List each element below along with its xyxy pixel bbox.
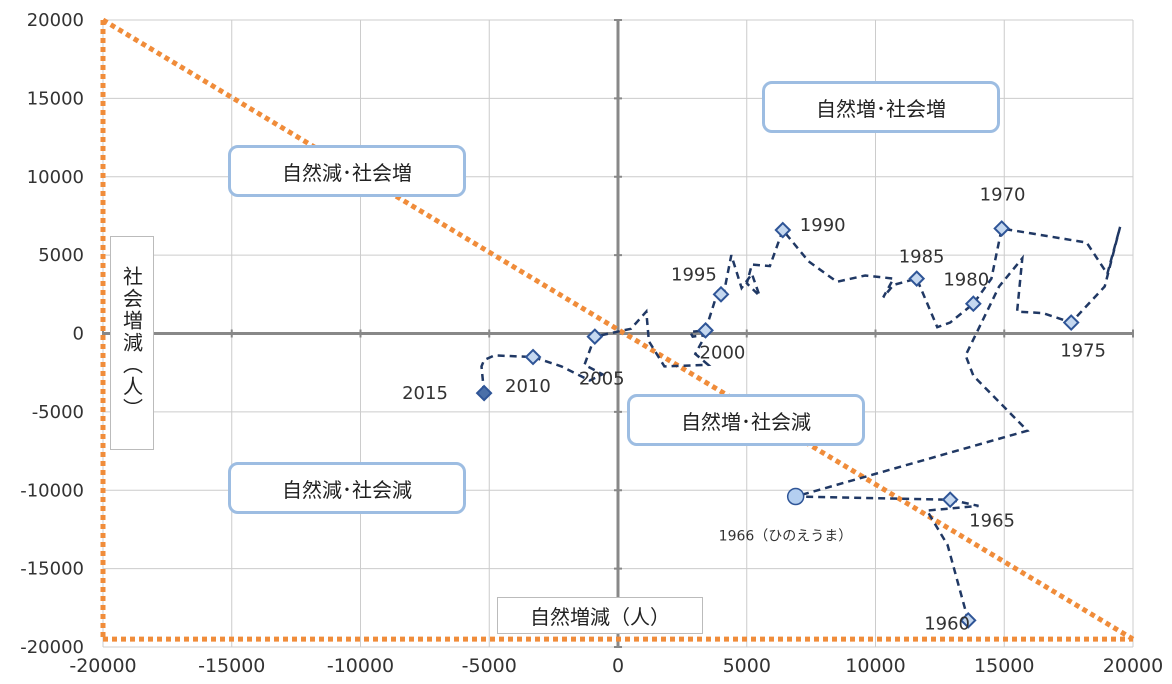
y-tick-labels: -20000 -15000 -10000 -5000 0 5000 10000 15000 20… — [20, 10, 84, 658]
marker-1966 — [786, 487, 805, 506]
marker-1960 — [959, 611, 977, 629]
marker-2005 — [586, 328, 604, 346]
y-tick-label: 5000 — [38, 245, 84, 266]
quadrant-label-top-right: 自然増･社会増 — [762, 81, 1000, 133]
point-label-2015: 2015 — [402, 383, 448, 404]
x-tick-label: -20000 — [69, 655, 136, 677]
point-label-2000: 2000 — [700, 342, 746, 363]
reference-line — [100, 17, 1135, 642]
marker-1970 — [993, 220, 1011, 237]
y-tick-label: -10000 — [20, 480, 84, 501]
y-tick-label: 10000 — [27, 167, 84, 188]
x-axis-label: 自然増減（人） — [497, 597, 703, 634]
x-tick-label: 5000 — [723, 655, 771, 677]
point-label-1970: 1970 — [980, 184, 1026, 205]
point-label-1985: 1985 — [899, 247, 945, 268]
x-tick-label: -15000 — [198, 655, 265, 677]
series-line — [480, 226, 1122, 621]
zero-axes — [102, 19, 1134, 648]
x-tick-label: -10000 — [327, 655, 394, 677]
point-label-1990: 1990 — [800, 215, 846, 236]
quadrant-label-bottom-left: 自然減･社会減 — [228, 462, 466, 514]
point-label-2010: 2010 — [505, 376, 551, 397]
marker-1975 — [1062, 314, 1080, 331]
y-tick-label: 0 — [73, 324, 84, 345]
point-markers — [475, 220, 1080, 629]
marker-1985 — [908, 270, 926, 288]
diagonal-reference-line — [101, 17, 1135, 642]
x-tick-label: -5000 — [462, 655, 517, 677]
x-tick-label: 10000 — [845, 655, 905, 677]
y-axis-label: 社会増減（人） — [110, 236, 154, 450]
marker-1965 — [941, 491, 959, 509]
point-label-1966: 1966（ひのえうま） — [719, 529, 853, 545]
quadrant-label-top-left: 自然減･社会増 — [228, 145, 466, 197]
y-tick-label: -15000 — [20, 559, 84, 580]
y-tick-label: 15000 — [27, 88, 84, 109]
series-path — [480, 226, 1122, 621]
y-tick-label: -20000 — [20, 637, 84, 658]
marker-1995 — [712, 285, 730, 303]
quadrant-label-bottom-right: 自然増･社会減 — [627, 394, 865, 446]
x-tick-label: 0 — [612, 655, 624, 677]
y-tick-label: 20000 — [27, 10, 84, 31]
x-tick-labels: -20000 -15000 -10000 -5000 0 5000 10000 15000 20… — [69, 655, 1163, 677]
point-label-1975: 1975 — [1060, 341, 1106, 362]
marker-2000 — [697, 321, 714, 339]
marker-1990 — [774, 221, 792, 239]
point-label-1995: 1995 — [671, 264, 717, 285]
marker-2010 — [524, 348, 542, 366]
marker-1980 — [964, 295, 982, 313]
x-tick-label: 20000 — [1103, 655, 1163, 677]
point-label-2005: 2005 — [579, 369, 625, 390]
point-label-1960: 1960 — [924, 613, 970, 634]
point-label-1965: 1965 — [969, 511, 1015, 532]
x-tick-label: 15000 — [974, 655, 1034, 677]
marker-2015 — [475, 384, 493, 402]
point-label-1980: 1980 — [943, 270, 989, 291]
y-tick-label: -5000 — [32, 402, 84, 423]
